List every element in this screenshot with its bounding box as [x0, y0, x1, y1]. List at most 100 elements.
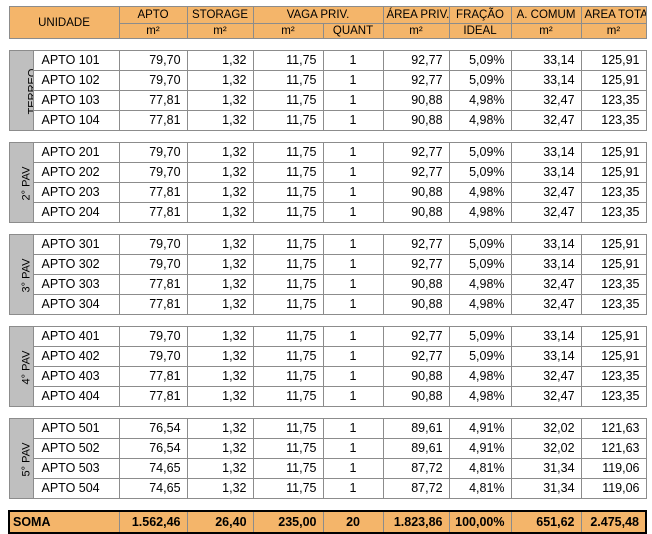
- totals-vaga-m2-cell: 235,00: [252, 510, 324, 534]
- totals-total-cell: 2.475,48: [580, 510, 648, 534]
- table-header: UNIDADE APTO STORAGE VAGA PRIV. ÁREA PRI…: [8, 6, 647, 39]
- header-storage-unit: m²: [186, 23, 254, 39]
- apto-cell: 77,81: [118, 110, 188, 131]
- area-priv-cell: 92,77: [382, 326, 450, 347]
- storage-cell: 1,32: [186, 162, 254, 183]
- quant-cell: 1: [322, 418, 384, 439]
- apto-cell: 79,70: [118, 142, 188, 163]
- floor-label-text: TERREO: [25, 68, 33, 114]
- totals-label: SOMA: [7, 510, 120, 534]
- area-priv-cell: 90,88: [382, 110, 450, 131]
- comum-cell: 33,14: [510, 234, 582, 255]
- area-priv-cell: 92,77: [382, 162, 450, 183]
- apto-cell: 77,81: [118, 202, 188, 223]
- quant-cell: 1: [322, 346, 384, 367]
- fracao-cell: 4,91%: [448, 418, 512, 439]
- table-row: APTO 504 74,65 1,32 11,75 1 87,72 4,81% 31,34 11…: [9, 478, 647, 499]
- floor-label: 3° PAV: [8, 234, 34, 315]
- floor-label-text: 3° PAV: [19, 258, 32, 292]
- area-priv-cell: 92,77: [382, 346, 450, 367]
- totals-apto-cell: 1.562,46: [118, 510, 188, 534]
- floor-label-text: 2° PAV: [19, 166, 32, 200]
- table-row: APTO 103 77,81 1,32 11,75 1 90,88 4,98% 32,47 12…: [9, 90, 647, 111]
- floor-label-text: 5° PAV: [19, 442, 32, 476]
- table-row: 5° PAV APTO 501 76,54 1,32 11,75 1 89,61 4,91% 3…: [8, 418, 647, 499]
- comum-cell: 32,47: [510, 274, 582, 295]
- total-cell: 123,35: [580, 110, 647, 131]
- apto-cell: 74,65: [118, 458, 188, 479]
- apto-cell: 76,54: [118, 438, 188, 459]
- vaga-cell: 11,75: [252, 346, 324, 367]
- quant-cell: 1: [322, 162, 384, 183]
- spacer-cell: [9, 314, 647, 327]
- fracao-cell: 4,98%: [448, 386, 512, 407]
- apto-cell: 79,70: [118, 326, 188, 347]
- apto-cell: 77,81: [118, 294, 188, 315]
- unit-cell: APTO 402: [32, 346, 120, 367]
- area-priv-cell: 92,77: [382, 70, 450, 91]
- quant-cell: 1: [322, 234, 384, 255]
- storage-cell: 1,32: [186, 142, 254, 163]
- storage-cell: 1,32: [186, 182, 254, 203]
- area-priv-cell: 90,88: [382, 294, 450, 315]
- fracao-cell: 4,98%: [448, 110, 512, 131]
- comum-cell: 33,14: [510, 162, 582, 183]
- total-cell: 123,35: [580, 366, 647, 387]
- total-cell: 123,35: [580, 274, 647, 295]
- storage-cell: 1,32: [186, 386, 254, 407]
- area-priv-cell: 92,77: [382, 50, 450, 71]
- header-fracao-ideal: IDEAL: [448, 23, 512, 39]
- area-priv-cell: 90,88: [382, 366, 450, 387]
- total-cell: 125,91: [580, 162, 647, 183]
- unit-cell: APTO 502: [32, 438, 120, 459]
- header-comum: A. COMUM: [510, 6, 582, 24]
- apto-cell: 77,81: [118, 386, 188, 407]
- unit-cell: APTO 304: [32, 294, 120, 315]
- vaga-cell: 11,75: [252, 162, 324, 183]
- totals-storage-cell: 26,40: [186, 510, 254, 534]
- table-row: APTO 502 76,54 1,32 11,75 1 89,61 4,91% 32,02 12…: [9, 438, 647, 459]
- total-cell: 125,91: [580, 326, 647, 347]
- unit-cell: APTO 102: [32, 70, 120, 91]
- spacer-cell: [9, 38, 647, 51]
- comum-cell: 32,47: [510, 386, 582, 407]
- apto-cell: 79,70: [118, 70, 188, 91]
- vaga-cell: 11,75: [252, 438, 324, 459]
- fracao-cell: 5,09%: [448, 50, 512, 71]
- header-fracao: FRAÇÃO: [448, 6, 512, 24]
- header-apto-unit: m²: [118, 23, 188, 39]
- comum-cell: 33,14: [510, 326, 582, 347]
- comum-cell: 32,47: [510, 202, 582, 223]
- group-spacer: [9, 406, 647, 419]
- quant-cell: 1: [322, 438, 384, 459]
- table-row: APTO 304 77,81 1,32 11,75 1 90,88 4,98% 32,47 12…: [9, 294, 647, 315]
- comum-cell: 31,34: [510, 478, 582, 499]
- fracao-cell: 5,09%: [448, 326, 512, 347]
- header-vaga: VAGA PRIV.: [252, 6, 384, 24]
- unit-cell: APTO 103: [32, 90, 120, 111]
- group-spacer: [9, 130, 647, 143]
- totals-row: SOMA 1.562,46 26,40 235,00 20 1.823,86 100,00%…: [7, 510, 648, 534]
- floor-label: TERREO: [8, 50, 34, 131]
- total-cell: 125,91: [580, 50, 647, 71]
- unit-cell: APTO 204: [32, 202, 120, 223]
- quant-cell: 1: [322, 254, 384, 275]
- vaga-cell: 11,75: [252, 366, 324, 387]
- total-cell: 123,35: [580, 182, 647, 203]
- unit-cell: APTO 202: [32, 162, 120, 183]
- area-priv-cell: 92,77: [382, 234, 450, 255]
- table-row: APTO 503 74,65 1,32 11,75 1 87,72 4,81% 31,34 11…: [9, 458, 647, 479]
- fracao-cell: 5,09%: [448, 162, 512, 183]
- table-row: APTO 404 77,81 1,32 11,75 1 90,88 4,98% 32,47 12…: [9, 386, 647, 407]
- fracao-cell: 4,98%: [448, 274, 512, 295]
- comum-cell: 33,14: [510, 254, 582, 275]
- storage-cell: 1,32: [186, 110, 254, 131]
- spacer-cell: [9, 130, 647, 143]
- vaga-cell: 11,75: [252, 202, 324, 223]
- total-cell: 123,35: [580, 386, 647, 407]
- storage-cell: 1,32: [186, 418, 254, 439]
- group-spacer: [9, 498, 647, 511]
- quant-cell: 1: [322, 294, 384, 315]
- unit-cell: APTO 302: [32, 254, 120, 275]
- vaga-cell: 11,75: [252, 294, 324, 315]
